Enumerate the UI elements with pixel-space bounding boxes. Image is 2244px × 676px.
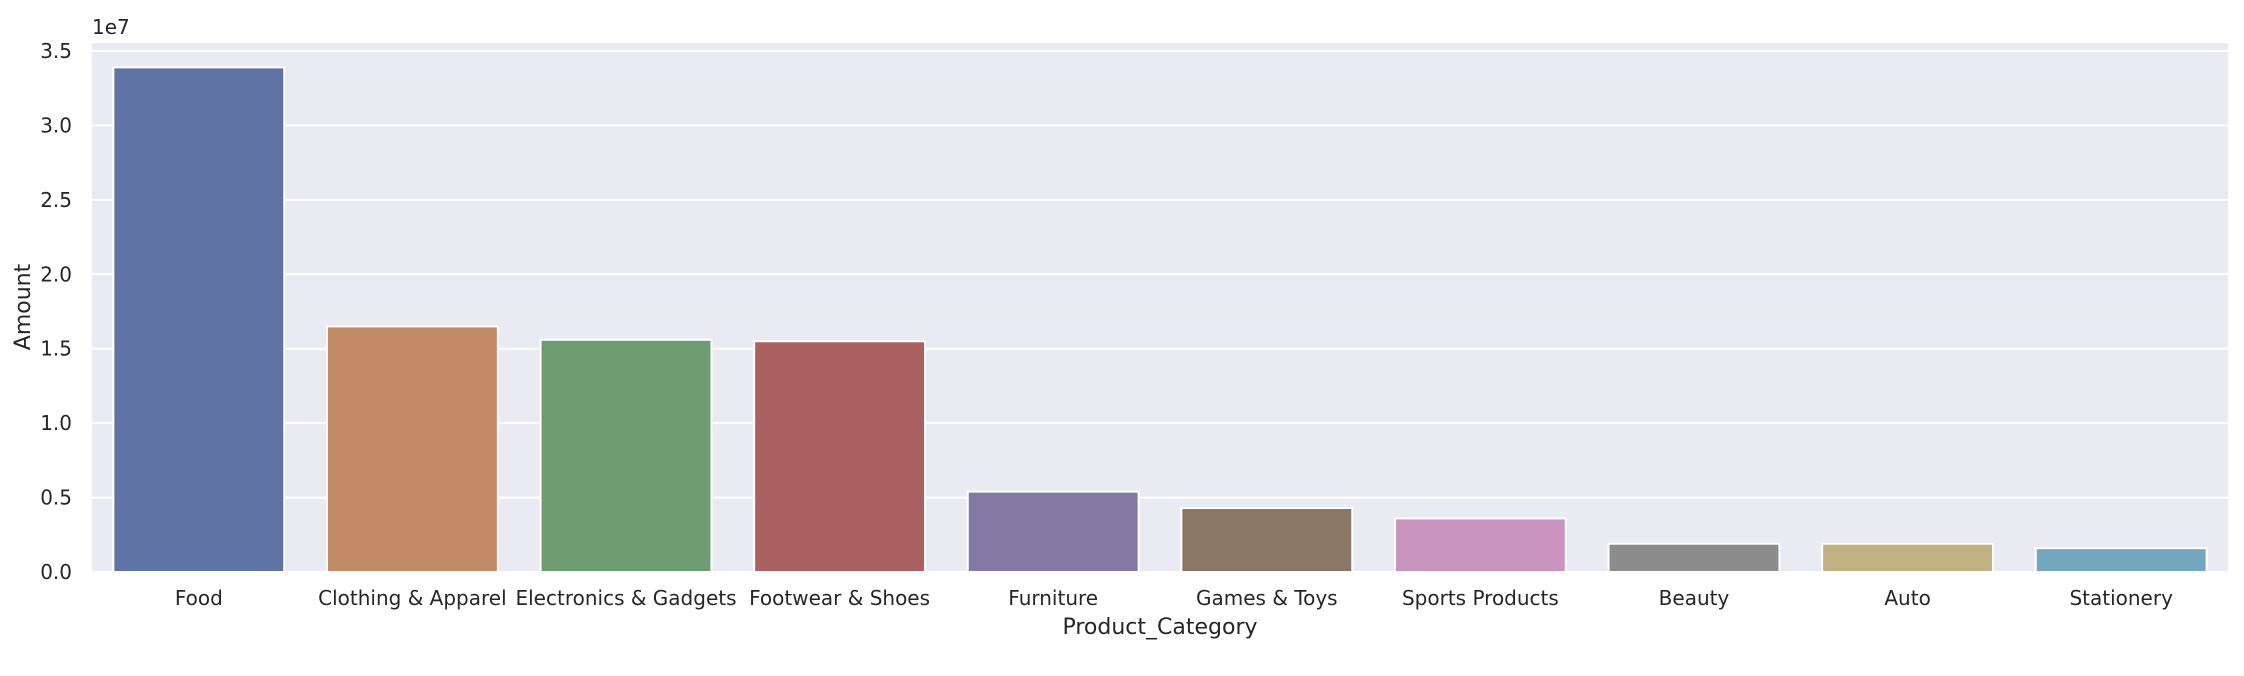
bar-food <box>112 66 286 573</box>
y-tick-label: 0.5 <box>40 486 72 510</box>
y-tick-label: 3.0 <box>40 113 72 137</box>
y-offset-label: 1e7 <box>92 15 130 39</box>
bar-clothing-apparel <box>325 325 499 573</box>
x-tick-labels: Food Clothing & Apparel Electronics & Gadg… <box>175 586 2173 610</box>
y-tick-label: 3.5 <box>40 39 72 63</box>
x-tick-label: Sports Products <box>1402 586 1559 610</box>
y-tick-label: 2.5 <box>40 188 72 212</box>
y-tick-labels: 0.0 0.5 1.0 1.5 2.0 2.5 3.0 3.5 <box>40 39 72 584</box>
bar-footwear-shoes <box>753 340 927 573</box>
bar-auto <box>1821 542 1995 574</box>
bars <box>112 66 2208 574</box>
x-tick-label: Games & Toys <box>1196 586 1338 610</box>
y-tick-label: 1.0 <box>40 411 72 435</box>
x-axis-title: Product_Category <box>1062 615 1257 640</box>
x-tick-label: Food <box>175 586 223 610</box>
bar-games-toys <box>1180 506 1354 573</box>
y-axis-title: Amount <box>11 263 36 350</box>
y-tick-label: 2.0 <box>40 262 72 286</box>
bar-sports-products <box>1393 517 1567 574</box>
y-tick-label: 1.5 <box>40 337 72 361</box>
x-tick-label: Furniture <box>1008 586 1098 610</box>
x-tick-label: Beauty <box>1659 586 1730 610</box>
bar-electronics-gadgets <box>539 338 713 574</box>
x-tick-label: Footwear & Shoes <box>749 586 930 610</box>
x-tick-label: Stationery <box>2069 586 2173 610</box>
x-tick-label: Electronics & Gadgets <box>515 586 736 610</box>
bar-furniture <box>966 490 1140 574</box>
bar-stationery <box>2034 547 2208 574</box>
bar-beauty <box>1607 542 1781 574</box>
x-tick-label: Clothing & Apparel <box>318 586 507 610</box>
x-tick-label: Auto <box>1884 586 1930 610</box>
y-tick-label: 0.0 <box>40 560 72 584</box>
